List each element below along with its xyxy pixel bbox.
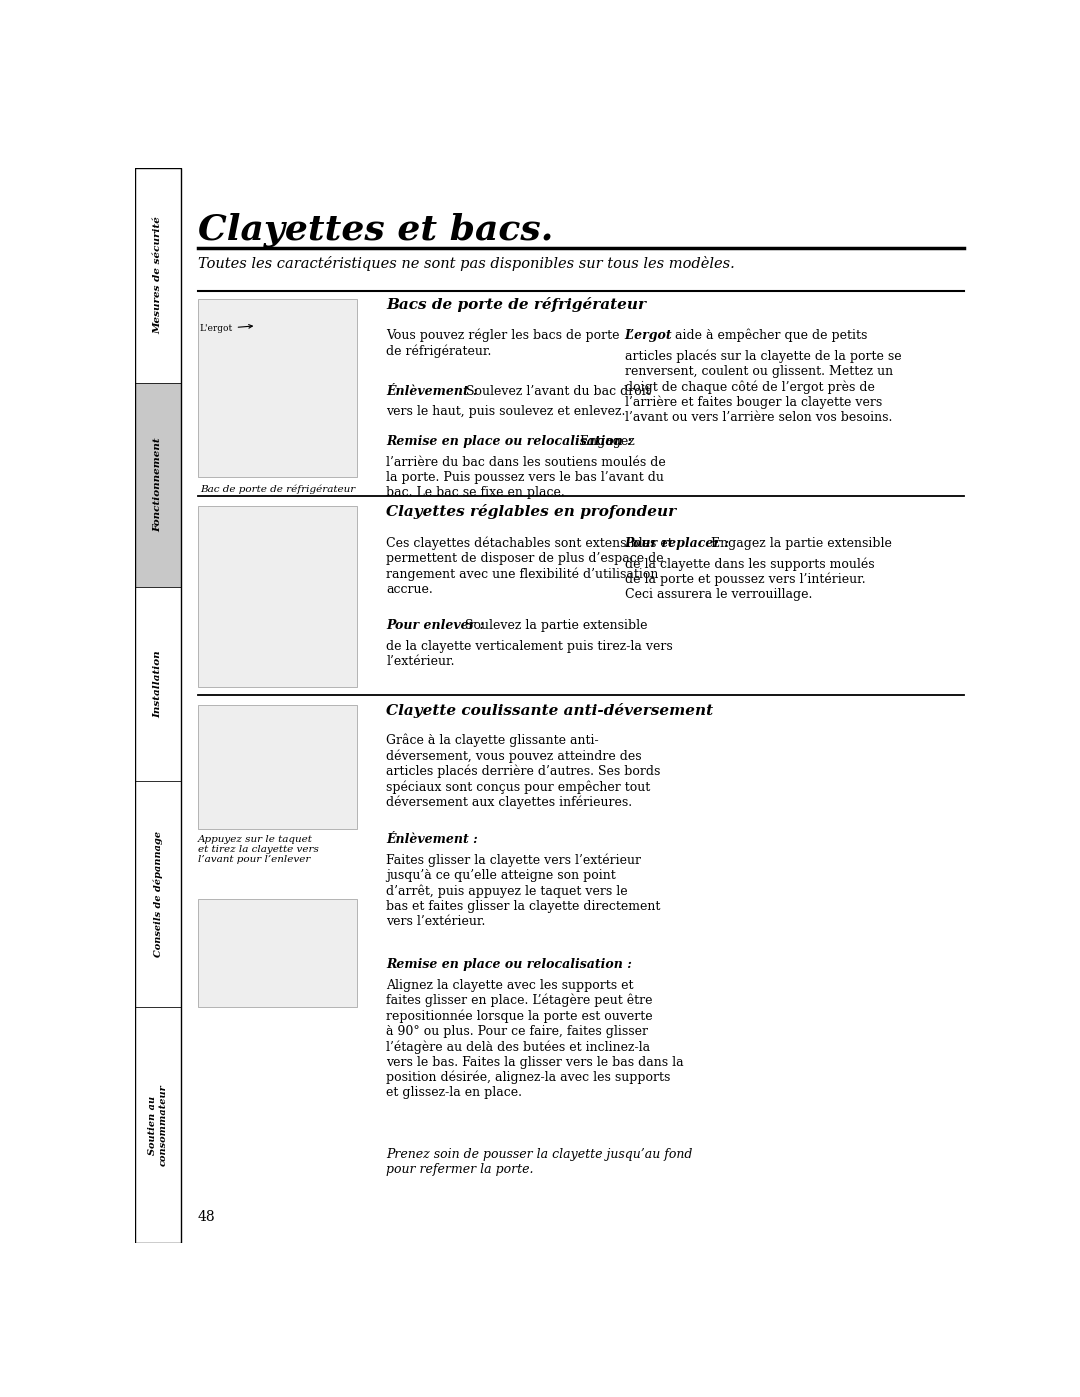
Bar bbox=[135, 383, 181, 587]
Bar bbox=[135, 1007, 181, 1243]
Text: de la clayette verticalement puis tirez-la vers
l’extérieur.: de la clayette verticalement puis tirez-… bbox=[387, 640, 673, 668]
Text: aide à empêcher que de petits: aide à empêcher que de petits bbox=[671, 330, 867, 342]
Text: de la clayette dans les supports moulés
de la porte et poussez vers l’intérieur.: de la clayette dans les supports moulés … bbox=[624, 557, 875, 601]
Text: Remise en place ou relocalisation :: Remise en place ou relocalisation : bbox=[387, 958, 632, 971]
Bar bbox=[198, 507, 356, 687]
Text: Grâce à la clayette glissante anti-
déversement, vous pouvez atteindre des
artic: Grâce à la clayette glissante anti- déve… bbox=[387, 733, 661, 809]
Text: Ces clayettes détachables sont extensibles et
permettent de disposer de plus d’e: Ces clayettes détachables sont extensibl… bbox=[387, 536, 673, 595]
Bar bbox=[198, 705, 356, 830]
Text: Fonctionnement: Fonctionnement bbox=[153, 437, 162, 532]
Text: Énlèvement :: Énlèvement : bbox=[387, 834, 477, 847]
Text: Clayettes réglables en profondeur: Clayettes réglables en profondeur bbox=[387, 504, 676, 520]
Text: L’ergot: L’ergot bbox=[624, 330, 672, 342]
Text: Installation: Installation bbox=[153, 650, 162, 718]
Text: Clayette coulissante anti-déversement: Clayette coulissante anti-déversement bbox=[387, 703, 713, 718]
Text: articles placés sur la clayette de la porte se
renversent, coulent ou glissent. : articles placés sur la clayette de la po… bbox=[624, 349, 902, 425]
Text: Prenez soin de pousser la clayette jusqu’au fond
pour refermer la porte.: Prenez soin de pousser la clayette jusqu… bbox=[387, 1147, 692, 1176]
Text: l’arrière du bac dans les soutiens moulés de
la porte. Puis poussez vers le bas : l’arrière du bac dans les soutiens moulé… bbox=[387, 455, 666, 499]
Bar bbox=[135, 781, 181, 1007]
Text: Soutien au
consommateur: Soutien au consommateur bbox=[148, 1084, 167, 1166]
Text: Alignez la clayette avec les supports et
faites glisser en place. L’étagère peut: Alignez la clayette avec les supports et… bbox=[387, 979, 684, 1099]
Text: Faites glisser la clayette vers l’extérieur
jusqu’à ce qu’elle atteigne son poin: Faites glisser la clayette vers l’extéri… bbox=[387, 854, 661, 928]
Text: L'ergot: L'ergot bbox=[200, 324, 253, 334]
Text: Énlèvement :: Énlèvement : bbox=[387, 386, 477, 398]
Text: Bac de porte de réfrigérateur: Bac de porte de réfrigérateur bbox=[200, 485, 355, 495]
Text: 48: 48 bbox=[198, 1210, 215, 1224]
Text: Soulevez la partie extensible: Soulevez la partie extensible bbox=[461, 619, 648, 633]
Bar bbox=[198, 900, 356, 1007]
Text: Vous pouvez régler les bacs de porte
de réfrigérateur.: Vous pouvez régler les bacs de porte de … bbox=[387, 330, 620, 358]
Text: Pour enlever :: Pour enlever : bbox=[387, 619, 484, 633]
Text: Engagez: Engagez bbox=[576, 436, 635, 448]
Text: Conseils de dépannage: Conseils de dépannage bbox=[153, 831, 163, 957]
Bar bbox=[135, 168, 181, 383]
Text: Pour replacer :: Pour replacer : bbox=[624, 536, 730, 549]
Text: Toutes les caractéristiques ne sont pas disponibles sur tous les modèles.: Toutes les caractéristiques ne sont pas … bbox=[198, 256, 734, 271]
Text: Mesures de sécurité: Mesures de sécurité bbox=[153, 217, 162, 334]
Text: Clayettes et bacs.: Clayettes et bacs. bbox=[198, 212, 553, 247]
Text: Remise en place ou relocalisation :: Remise en place ou relocalisation : bbox=[387, 436, 632, 448]
Text: Engagez la partie extensible: Engagez la partie extensible bbox=[706, 536, 892, 549]
Bar bbox=[198, 299, 356, 478]
Text: Appuyez sur le taquet
et tirez la clayette vers
l’avant pour l’enlever: Appuyez sur le taquet et tirez la clayet… bbox=[198, 834, 319, 865]
Text: Bacs de porte de réfrigérateur: Bacs de porte de réfrigérateur bbox=[387, 296, 646, 312]
Bar bbox=[135, 587, 181, 781]
Bar bbox=[135, 168, 181, 1243]
Text: vers le haut, puis soulevez et enlevez.: vers le haut, puis soulevez et enlevez. bbox=[387, 405, 625, 418]
Text: Soulevez l’avant du bac droit: Soulevez l’avant du bac droit bbox=[462, 386, 651, 398]
